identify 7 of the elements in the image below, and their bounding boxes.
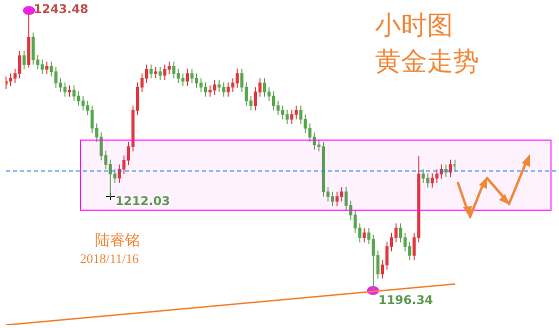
annotation: 1243.48	[34, 2, 88, 16]
chart-title: 小时图	[375, 10, 453, 43]
text: 1196.34	[378, 293, 434, 308]
text: 黄金走势	[375, 46, 479, 79]
annotation: 陆睿铭	[95, 231, 140, 250]
annotation: 1212.03	[115, 194, 170, 208]
annotation: 2018/11/16	[80, 251, 139, 267]
